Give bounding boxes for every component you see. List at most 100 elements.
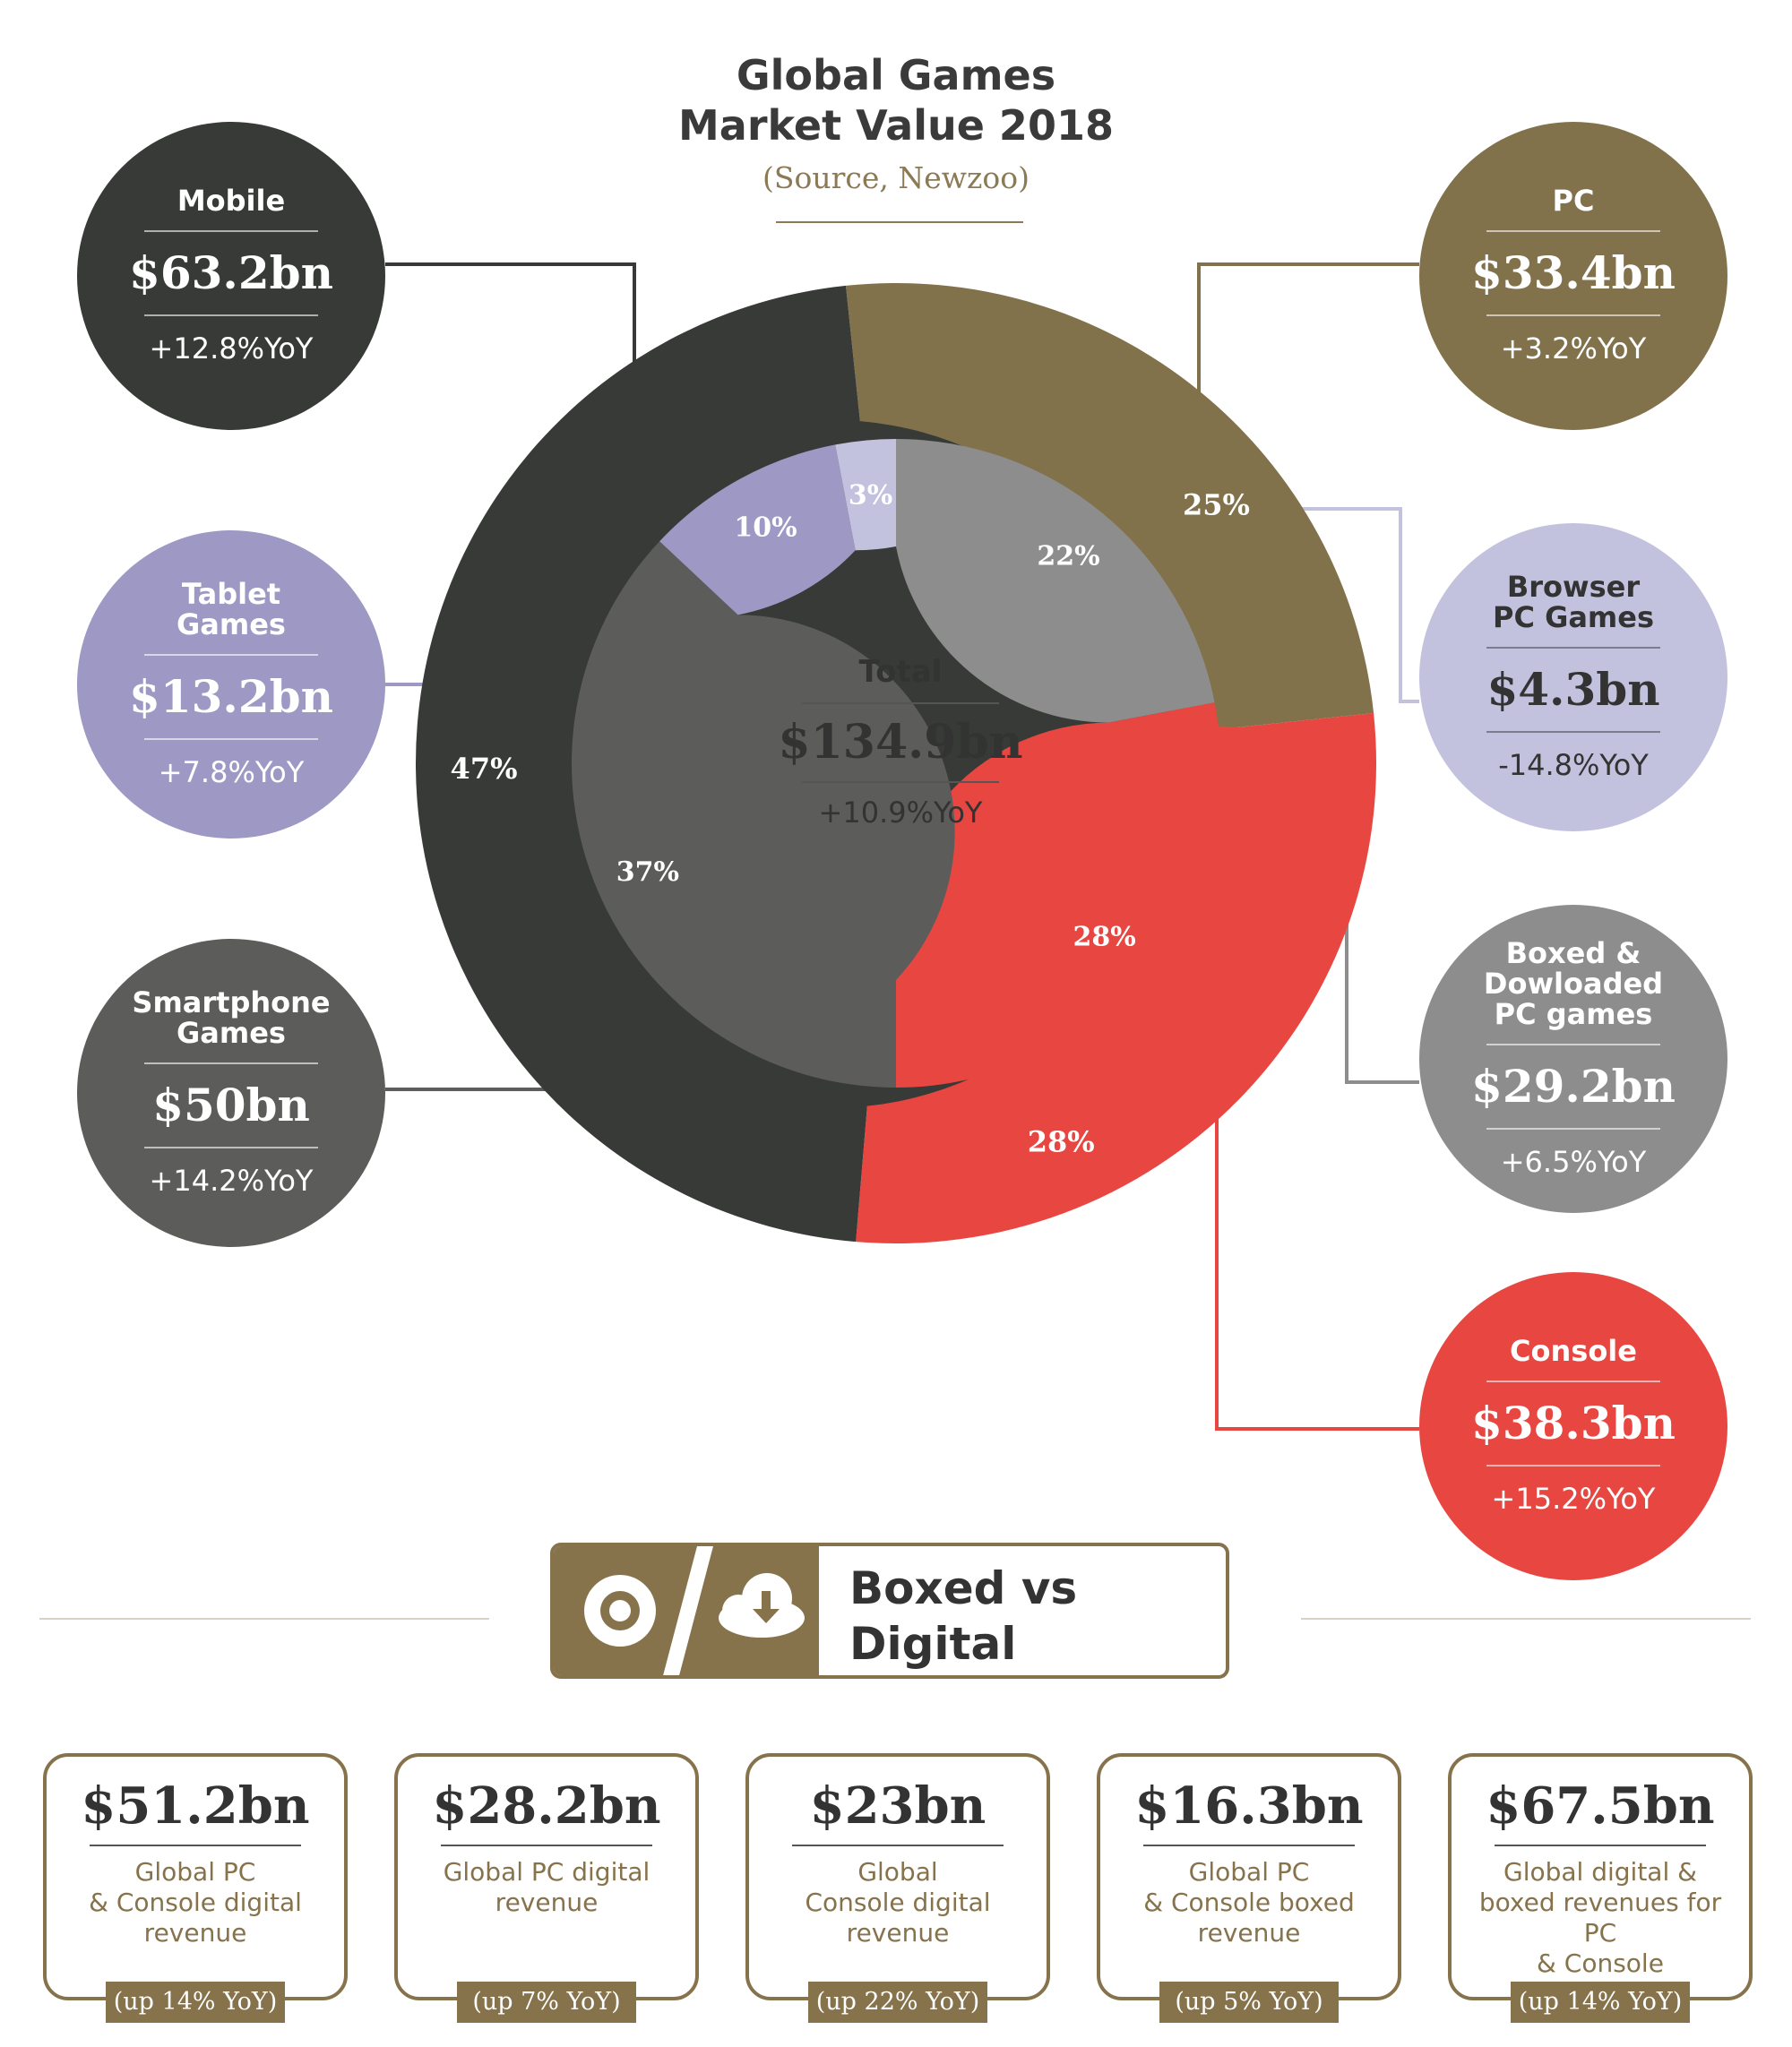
icon-panel (554, 1546, 819, 1675)
stat-rule (1143, 1845, 1355, 1846)
bubble-pc: PC $33.4bn +3.2%YoY (1419, 122, 1727, 430)
divider-right (1301, 1618, 1751, 1620)
inner-percent-label: 37% (616, 856, 679, 888)
bubble-rule (144, 1062, 318, 1064)
stat-line: Global digital & (1503, 1857, 1697, 1887)
total-yoy: +10.9%YoY (818, 796, 983, 830)
outer-percent-label: 47% (451, 752, 518, 786)
bubble-rule (1486, 647, 1660, 649)
bubble-smartphone-yoy: +14.2%YoY (149, 1164, 314, 1198)
bubble-rule (1486, 1380, 1660, 1382)
stat-box-2: $28.2bn Global PC digital revenue (394, 1753, 699, 2000)
bubble-rule (1486, 230, 1660, 232)
bubble-boxed-pc: Boxed & Dowloaded PC games $29.2bn +6.5%… (1419, 905, 1727, 1213)
bubble-browser-name: Browser PC Games (1492, 570, 1655, 634)
stat-line: Console digital (805, 1888, 991, 1917)
bubble-console-yoy: +15.2%YoY (1491, 1482, 1656, 1516)
bubble-smartphone-value: $50bn (152, 1079, 310, 1131)
stat-line: & Console boxed (1143, 1888, 1355, 1917)
boxed-header-source: (Source, Newzoo) (849, 1672, 1226, 1675)
cloud-download-icon (719, 1573, 805, 1638)
stat-line: Global PC (134, 1857, 256, 1887)
stat-box-5: $67.5bn Global digital & boxed revenues … (1448, 1753, 1753, 2000)
stat-description: Global PC & Console boxed revenue (1100, 1857, 1398, 1948)
stat-description: Global PC & Console digital revenue (47, 1857, 344, 1948)
inner-slice-console (892, 702, 1220, 1088)
total-rule (802, 702, 999, 704)
bubble-boxed-value: $29.2bn (1471, 1060, 1676, 1113)
bubble-tablet: Tablet Games $13.2bn +7.8%YoY (77, 530, 385, 839)
stat-line: Global (857, 1857, 938, 1887)
chart-title-line1: Global Games (736, 51, 1056, 99)
stat-line: & Console digital (89, 1888, 302, 1917)
chart-title-block: Global Games Market Value 2018 (Source, … (0, 50, 1792, 199)
stat-line: boxed revenues for PC (1478, 1888, 1722, 1948)
bubble-browser-yoy: -14.8%YoY (1498, 748, 1649, 782)
bubble-boxed-name: Boxed & Dowloaded PC games (1483, 936, 1664, 1031)
stat-badge-5: (up 14% YoY) (1511, 1982, 1690, 2023)
stat-box-1: $51.2bn Global PC & Console digital reve… (43, 1753, 348, 2000)
stat-badge-4: (up 5% YoY) (1159, 1982, 1339, 2023)
bubble-rule (144, 738, 318, 740)
outer-percent-label: 28% (1028, 1125, 1095, 1159)
stat-badge-1: (up 14% YoY) (106, 1982, 285, 2023)
stat-description: Global digital & boxed revenues for PC &… (1452, 1857, 1749, 1979)
bubble-boxed-yoy: +6.5%YoY (1500, 1145, 1647, 1179)
bubble-smartphone-name: Smartphone Games (132, 985, 331, 1050)
stat-line: revenue (1197, 1918, 1301, 1948)
inner-slice-boxed-dowloaded-pc-games (896, 439, 1215, 723)
outer-percent-label: 25% (1183, 488, 1250, 522)
total-rule-2 (802, 781, 999, 783)
bubble-rule (144, 654, 318, 656)
stat-line: revenue (143, 1918, 247, 1948)
connector-console (1215, 1111, 1419, 1431)
connector-mobile (385, 262, 636, 376)
bubble-rule (144, 314, 318, 316)
inner-slice-browser-pc-games (835, 439, 896, 551)
bubble-console-name: Console (1510, 1334, 1637, 1368)
stat-value: $28.2bn (432, 1776, 661, 1836)
bubble-browser: Browser PC Games $4.3bn -14.8%YoY (1419, 523, 1727, 831)
disc-icon (584, 1575, 656, 1647)
stat-line: Global PC (1188, 1857, 1310, 1887)
bubble-rule (1486, 1465, 1660, 1466)
bubble-tablet-name: Tablet Games (177, 577, 286, 641)
stat-badge-2: (up 7% YoY) (457, 1982, 636, 2023)
total-label: Total $134.9bn +10.9%YoY (753, 652, 1048, 831)
total-value: $134.9bn (778, 715, 1023, 770)
inner-percent-label: 28% (1073, 922, 1136, 953)
boxed-header-text: Boxed vs Digital (Source, Newzoo) (849, 1561, 1226, 1675)
stat-rule (1495, 1845, 1706, 1846)
bubble-rule (1486, 1128, 1660, 1130)
bubble-rule (144, 230, 318, 232)
title-divider (776, 221, 1023, 223)
divider-left (39, 1618, 489, 1620)
bubble-console-value: $38.3bn (1471, 1397, 1676, 1449)
boxed-header-title: Boxed vs Digital (849, 1562, 1078, 1670)
stat-rule (90, 1845, 301, 1846)
stat-badge-3: (up 22% YoY) (808, 1982, 987, 2023)
chart-source: (Source, Newzoo) (762, 160, 1030, 195)
bubble-rule (1486, 1044, 1660, 1045)
percent-labels: 25% 28% 47% 22% 28% 37% 10% 3% (451, 479, 1250, 1158)
bubble-rule (1486, 731, 1660, 733)
bubble-rule (144, 1147, 318, 1148)
inner-ring (572, 439, 1220, 1088)
boxed-vs-digital-header: Boxed vs Digital (Source, Newzoo) (550, 1543, 1229, 1679)
stat-box-4: $16.3bn Global PC & Console boxed revenu… (1097, 1753, 1401, 2000)
stat-description: Global PC digital revenue (398, 1857, 695, 1918)
stat-value: $16.3bn (1134, 1776, 1364, 1836)
bubble-mobile: Mobile $63.2bn +12.8%YoY (77, 122, 385, 430)
stat-value: $51.2bn (81, 1776, 310, 1836)
stat-rule (441, 1845, 652, 1846)
bubble-tablet-value: $13.2bn (129, 670, 333, 723)
bubble-mobile-yoy: +12.8%YoY (149, 331, 314, 366)
stat-line: Global PC digital (443, 1857, 650, 1887)
bubble-smartphone: Smartphone Games $50bn +14.2%YoY (77, 939, 385, 1247)
stat-value: $67.5bn (1486, 1776, 1715, 1836)
bubble-console: Console $38.3bn +15.2%YoY (1419, 1272, 1727, 1580)
inner-slice-smartphone-games (572, 541, 955, 1088)
bubble-tablet-yoy: +7.8%YoY (158, 755, 305, 789)
bubble-browser-value: $4.3bn (1486, 663, 1660, 716)
slash-divider (663, 1546, 713, 1675)
